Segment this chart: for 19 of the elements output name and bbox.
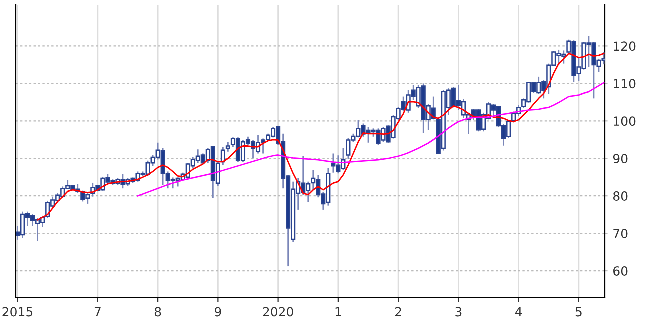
- y-tick-label: 70: [614, 229, 628, 238]
- x-tick-label: 5: [576, 307, 582, 317]
- y-tick-label: 90: [613, 154, 628, 164]
- x-tick-label: 1: [336, 307, 342, 317]
- y-tick-label: 80: [613, 192, 628, 202]
- x-tick-label: 8: [154, 307, 162, 317]
- y-tick-label: 100: [614, 116, 636, 126]
- x-tick-label: 4: [515, 307, 522, 317]
- x-tick-label: 9: [214, 307, 222, 317]
- y-tick-label: 60: [614, 266, 628, 276]
- x-tick-label: 2015: [2, 307, 33, 317]
- x-tick-label: 7: [94, 307, 101, 317]
- y-tick-label: 110: [614, 79, 636, 89]
- x-tick-label: 2: [396, 307, 402, 317]
- line-series: [137, 82, 605, 197]
- candlestick: [226, 141, 230, 153]
- y-tick-label: 120: [614, 42, 636, 52]
- x-tick-label: 3: [456, 307, 462, 317]
- x-tick-label: 2020: [263, 307, 294, 317]
